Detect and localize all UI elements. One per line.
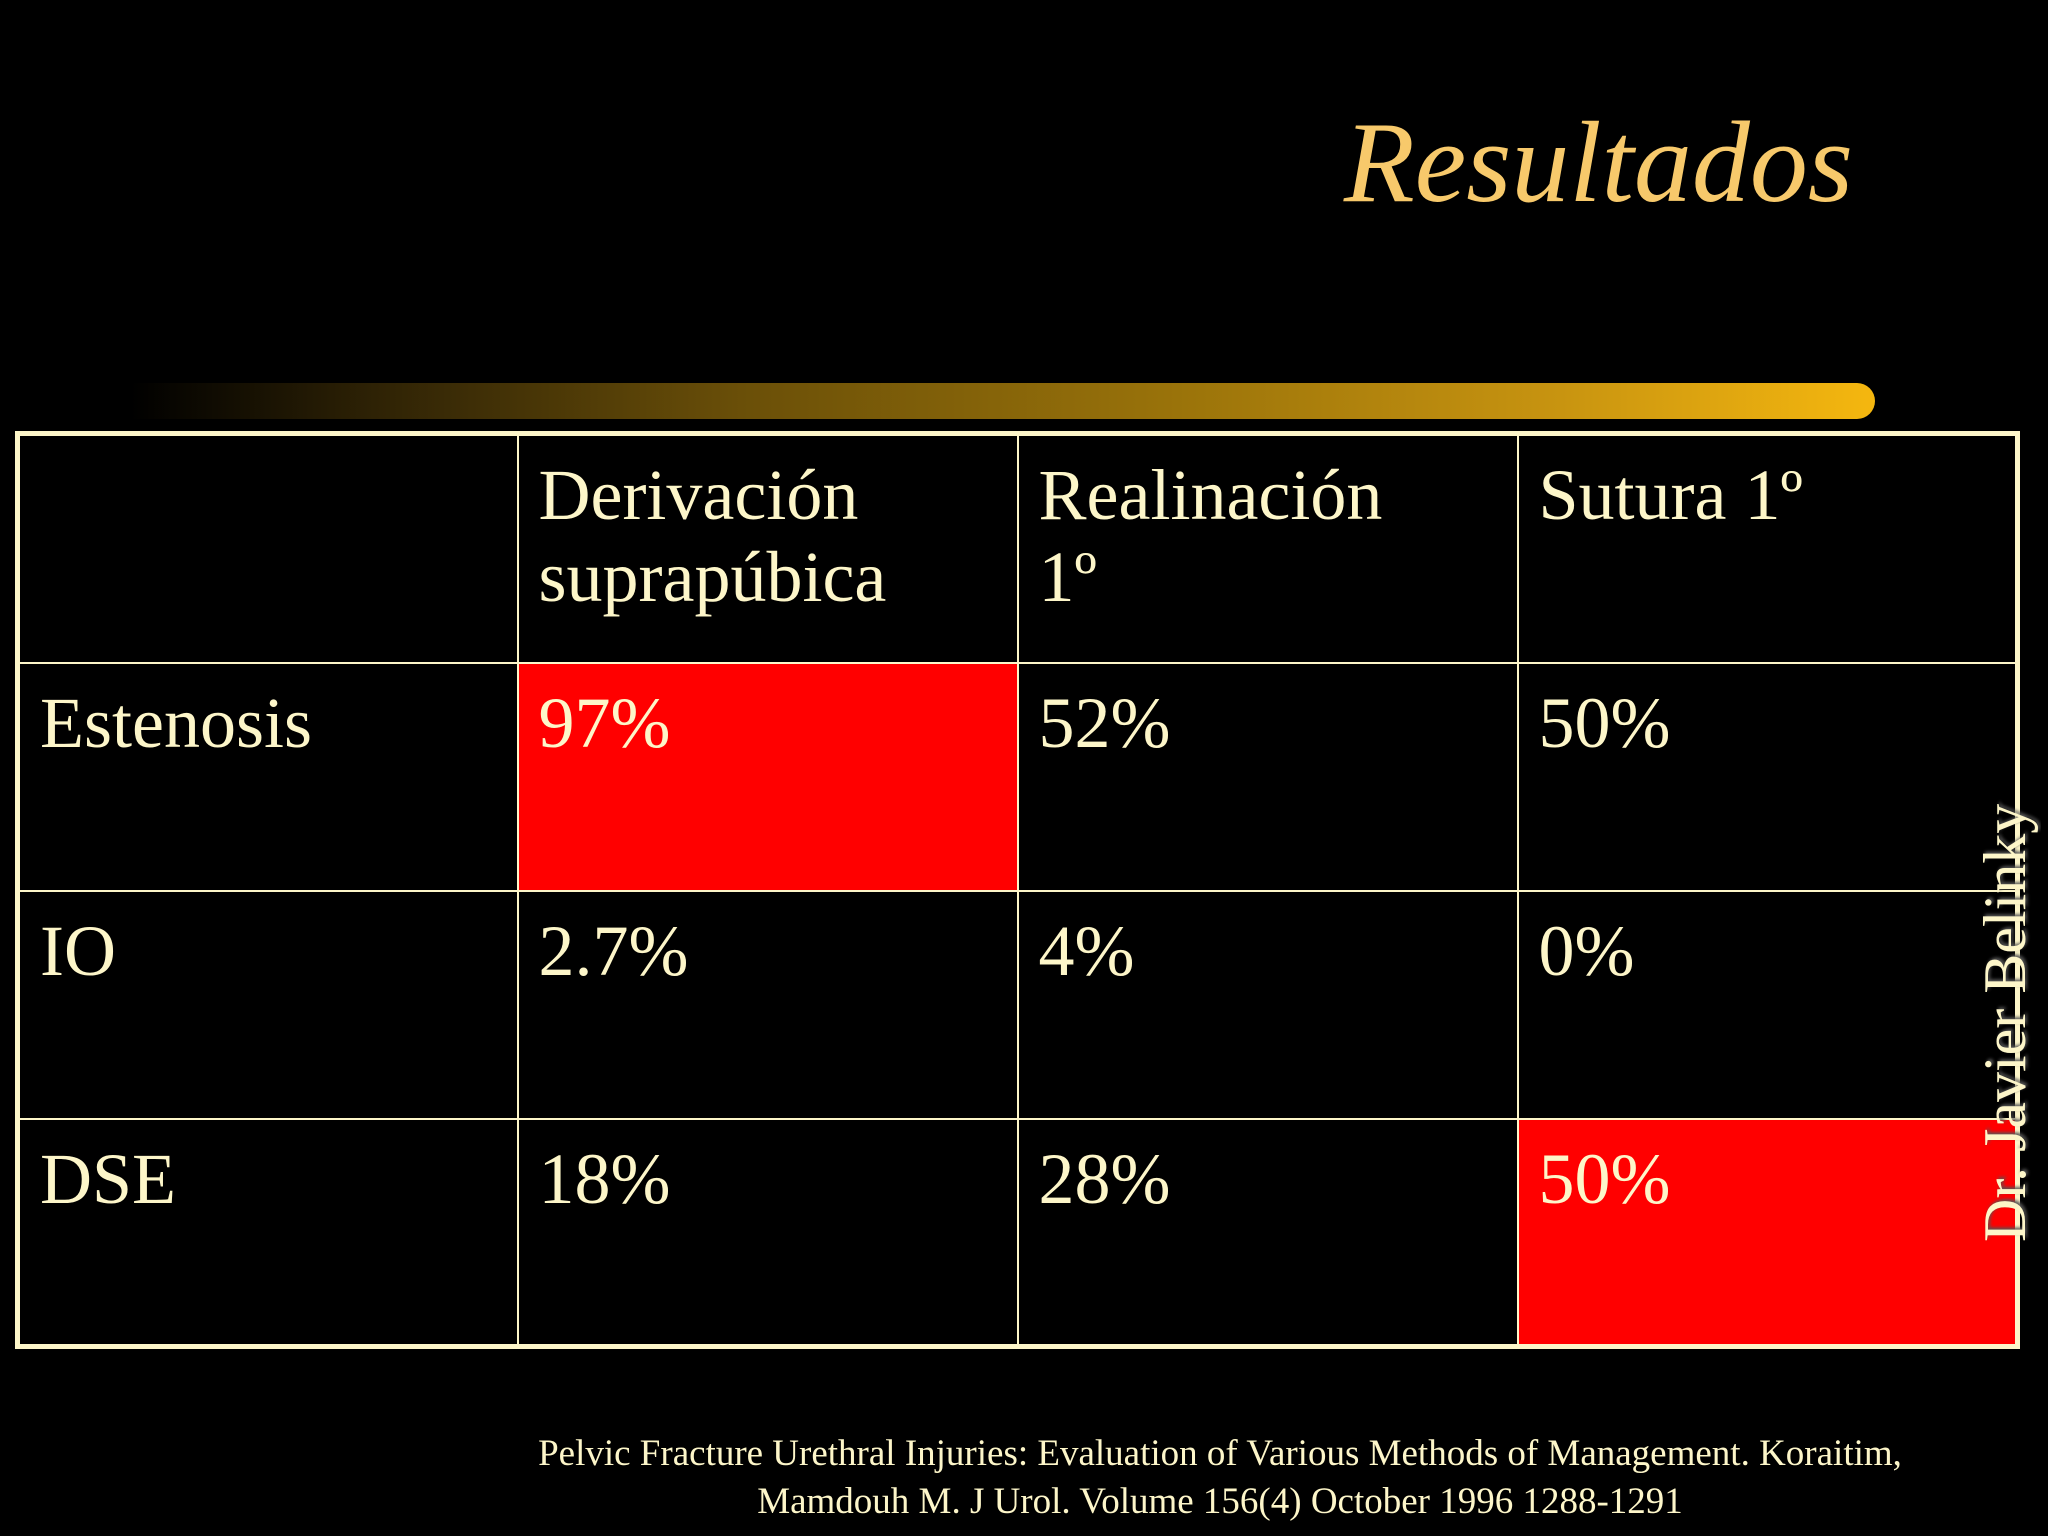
row-label-io: IO (16, 889, 519, 1120)
table-cell: 0% (1516, 889, 2019, 1120)
table-cell: 50% (1516, 661, 2019, 892)
table-cell-highlighted: 97% (516, 661, 1019, 892)
citation-line1: Pelvic Fracture Urethral Injuries: Evalu… (538, 1433, 1902, 1474)
header-cell-empty (16, 432, 519, 664)
header-cell-realinacion: Realinación 1º (1016, 432, 1519, 664)
header-text-line1: Derivación (538, 455, 859, 535)
table-cell: 4% (1016, 889, 1519, 1120)
header-cell-derivacion: Derivación suprapúbica (516, 432, 1019, 664)
header-text-line2: 1º (1038, 537, 1097, 617)
header-cell-sutura: Sutura 1º (1516, 432, 2019, 664)
results-table: Derivación suprapúbica Realinación 1º Su… (15, 431, 2020, 1349)
header-text-line2: suprapúbica (538, 537, 887, 617)
table-cell: 18% (516, 1117, 1019, 1348)
table-row: DSE 18% 28% 50% (16, 1117, 2019, 1348)
author-vertical-label: Dr. Javier Belinky (1972, 803, 2038, 1242)
table-cell-highlighted: 50% (1516, 1117, 2019, 1348)
header-text-line1: Sutura 1º (1538, 455, 1803, 535)
citation-line2: Mamdouh M. J Urol. Volume 156(4) October… (757, 1481, 1683, 1522)
table-cell: 28% (1016, 1117, 1519, 1348)
table-cell: 2.7% (516, 889, 1019, 1120)
citation: Pelvic Fracture Urethral Injuries: Evalu… (440, 1430, 2000, 1526)
table-cell: 52% (1016, 661, 1519, 892)
table-row: Estenosis 97% 52% 50% (16, 661, 2019, 892)
header-text-line1: Realinación (1038, 455, 1383, 535)
table-row: IO 2.7% 4% 0% (16, 889, 2019, 1120)
title-divider (130, 383, 1875, 419)
row-label-estenosis: Estenosis (16, 661, 519, 892)
row-label-dse: DSE (16, 1117, 519, 1348)
slide-title: Resultados (1343, 99, 1853, 227)
table-header-row: Derivación suprapúbica Realinación 1º Su… (16, 432, 2019, 664)
